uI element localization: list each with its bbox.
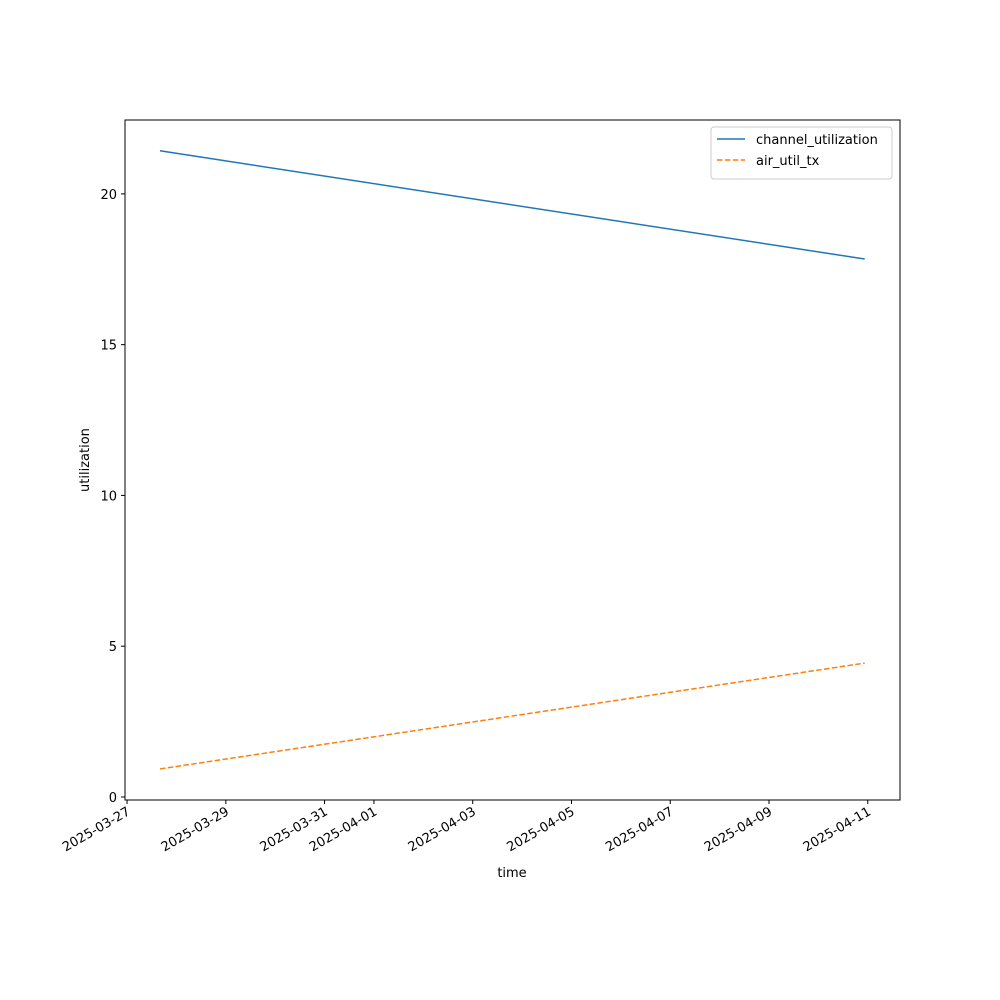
y-tick-label: 10	[100, 489, 117, 504]
y-axis-label: utilization	[78, 428, 93, 492]
legend-label: channel_utilization	[756, 133, 878, 148]
series-line	[159, 150, 865, 260]
legend-box	[710, 126, 893, 180]
series-line	[159, 662, 865, 770]
legend-label: air_util_tx	[756, 154, 820, 169]
y-tick-label: 20	[100, 188, 117, 203]
x-axis-label: time	[497, 866, 526, 881]
legend: channel_utilization air_util_tx	[710, 126, 893, 180]
y-tick-label: 0	[109, 791, 117, 806]
y-tick-label: 5	[109, 640, 117, 655]
plot-frame	[124, 119, 901, 801]
y-tick-label: 15	[100, 339, 117, 354]
